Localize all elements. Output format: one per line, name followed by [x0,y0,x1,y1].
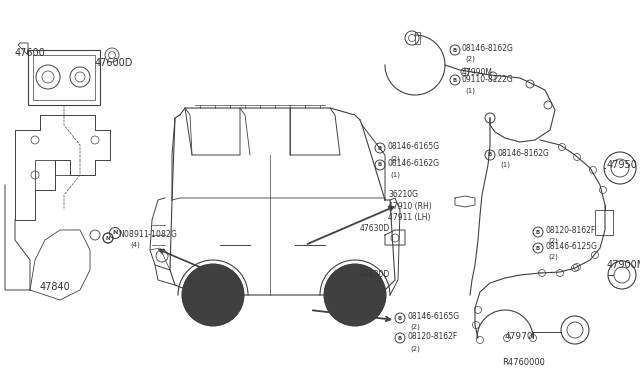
Text: 47630D: 47630D [360,270,390,279]
Text: 47600D: 47600D [95,58,133,68]
Circle shape [324,264,386,326]
Text: 47900M: 47900M [607,260,640,270]
Text: B: B [488,153,492,157]
Text: (2): (2) [465,56,475,62]
FancyBboxPatch shape [595,210,613,235]
Text: (2): (2) [548,238,558,244]
Text: 08146-6165G: 08146-6165G [387,142,439,151]
Text: B: B [536,246,540,250]
Text: 47630D: 47630D [360,224,390,233]
Text: B: B [453,48,457,52]
Text: B: B [453,77,457,83]
Circle shape [182,264,244,326]
Text: 09110-8122G: 09110-8122G [462,75,514,84]
Text: 47910 (RH): 47910 (RH) [388,202,432,211]
Text: 08146-8162G: 08146-8162G [462,44,514,53]
Text: $\mathregular{N}$08911-1082G: $\mathregular{N}$08911-1082G [118,228,177,239]
Text: (2): (2) [410,324,420,330]
Text: R4760000: R4760000 [502,358,545,367]
Text: (4): (4) [130,242,140,248]
Text: 08120-8162F: 08120-8162F [545,226,595,235]
Text: B: B [536,230,540,234]
Text: 47950: 47950 [607,160,638,170]
Text: 08146-6165G: 08146-6165G [407,312,459,321]
Text: 08120-8162F: 08120-8162F [407,332,457,341]
Text: (2): (2) [548,254,558,260]
Text: (1): (1) [465,87,475,93]
Text: (2): (2) [410,345,420,352]
Text: B: B [378,145,382,151]
Text: 08146-6162G: 08146-6162G [387,159,439,168]
Text: (2): (2) [390,155,400,161]
Text: (1): (1) [500,161,510,167]
Text: 08146-6125G: 08146-6125G [545,242,597,251]
Text: 47600: 47600 [15,48,45,58]
Text: 08146-8162G: 08146-8162G [497,149,549,158]
Text: B: B [378,163,382,167]
Text: (1): (1) [390,172,400,179]
Text: 47840: 47840 [40,282,71,292]
Text: 47990M: 47990M [462,68,493,77]
Text: N: N [112,231,118,235]
Text: 47911 (LH): 47911 (LH) [388,213,431,222]
Text: 36210G: 36210G [388,190,418,199]
Text: 47970: 47970 [505,332,534,341]
Text: B: B [398,336,402,340]
Text: N: N [106,235,110,241]
Text: B: B [398,315,402,321]
